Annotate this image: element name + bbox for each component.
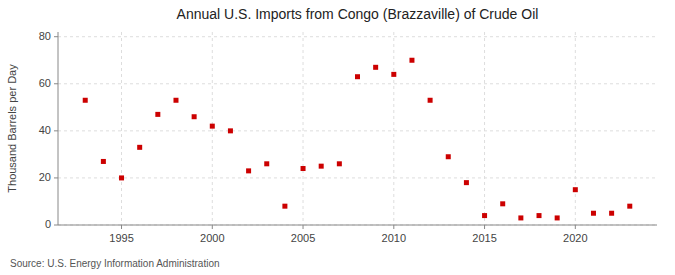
point bbox=[337, 161, 342, 166]
point bbox=[228, 128, 233, 133]
ticks: 0 20 40 60 80 1995 2000 2005 2010 2015 2020 bbox=[39, 30, 588, 244]
y-axis-line bbox=[58, 32, 59, 225]
y-tick bbox=[54, 83, 58, 84]
x-tick-label: 2005 bbox=[291, 232, 315, 244]
y-tick bbox=[54, 177, 58, 178]
source-note: Source: U.S. Energy Information Administ… bbox=[10, 258, 220, 269]
point bbox=[355, 74, 360, 79]
point bbox=[301, 166, 306, 171]
x-grid-line bbox=[575, 32, 576, 225]
x-grid-line bbox=[303, 32, 304, 225]
x-tick bbox=[575, 225, 576, 229]
grid bbox=[58, 32, 657, 225]
y-grid-line bbox=[58, 225, 657, 226]
x-tick-label: 2000 bbox=[200, 232, 224, 244]
x-tick bbox=[484, 225, 485, 229]
point bbox=[518, 215, 523, 220]
point bbox=[500, 201, 505, 206]
x-tick bbox=[303, 225, 304, 229]
y-grid-line bbox=[58, 83, 657, 84]
point bbox=[192, 114, 197, 119]
y-tick-label: 0 bbox=[45, 218, 51, 230]
y-tick bbox=[54, 225, 58, 226]
point bbox=[264, 161, 269, 166]
y-tick-label: 40 bbox=[39, 124, 51, 136]
y-tick-label: 60 bbox=[39, 77, 51, 89]
point bbox=[101, 159, 106, 164]
point bbox=[573, 187, 578, 192]
point bbox=[319, 164, 324, 169]
x-axis-line bbox=[58, 225, 657, 226]
y-grid-line bbox=[58, 130, 657, 131]
point bbox=[155, 112, 160, 117]
x-grid-line bbox=[484, 32, 485, 225]
point bbox=[173, 98, 178, 103]
x-tick bbox=[212, 225, 213, 229]
chart-svg: 0 20 40 60 80 1995 2000 2005 2010 2015 2020 Annual … bbox=[0, 0, 675, 275]
background bbox=[0, 0, 675, 275]
point bbox=[537, 213, 542, 218]
point bbox=[391, 72, 396, 77]
x-grid-line bbox=[393, 32, 394, 225]
point bbox=[609, 211, 614, 216]
point bbox=[83, 98, 88, 103]
x-tick bbox=[393, 225, 394, 229]
points bbox=[83, 58, 633, 221]
x-tick-label: 2015 bbox=[472, 232, 496, 244]
point bbox=[464, 180, 469, 185]
x-tick-label: 1995 bbox=[109, 232, 133, 244]
point bbox=[246, 168, 251, 173]
point bbox=[428, 98, 433, 103]
point bbox=[210, 124, 215, 129]
y-axis-label: Thousand Barrels per Day bbox=[6, 64, 18, 193]
point bbox=[282, 204, 287, 209]
y-tick-label: 20 bbox=[39, 171, 51, 183]
chart-container: 0 20 40 60 80 1995 2000 2005 2010 2015 2020 Annual … bbox=[0, 0, 675, 275]
y-tick-label: 80 bbox=[39, 30, 51, 42]
point bbox=[409, 58, 414, 63]
x-tick-label: 2010 bbox=[382, 232, 406, 244]
point bbox=[373, 65, 378, 70]
y-grid-line bbox=[58, 177, 657, 178]
y-tick bbox=[54, 130, 58, 131]
x-tick-label: 2020 bbox=[563, 232, 587, 244]
point bbox=[627, 204, 632, 209]
point bbox=[482, 213, 487, 218]
y-tick bbox=[54, 36, 58, 37]
point bbox=[446, 154, 451, 159]
title: Annual U.S. Imports from Congo (Brazzavi… bbox=[177, 6, 539, 22]
y-grid-line bbox=[58, 36, 657, 37]
x-grid-line bbox=[121, 32, 122, 225]
x-tick bbox=[121, 225, 122, 229]
point bbox=[591, 211, 596, 216]
point bbox=[137, 145, 142, 150]
point bbox=[555, 215, 560, 220]
point bbox=[119, 175, 124, 180]
